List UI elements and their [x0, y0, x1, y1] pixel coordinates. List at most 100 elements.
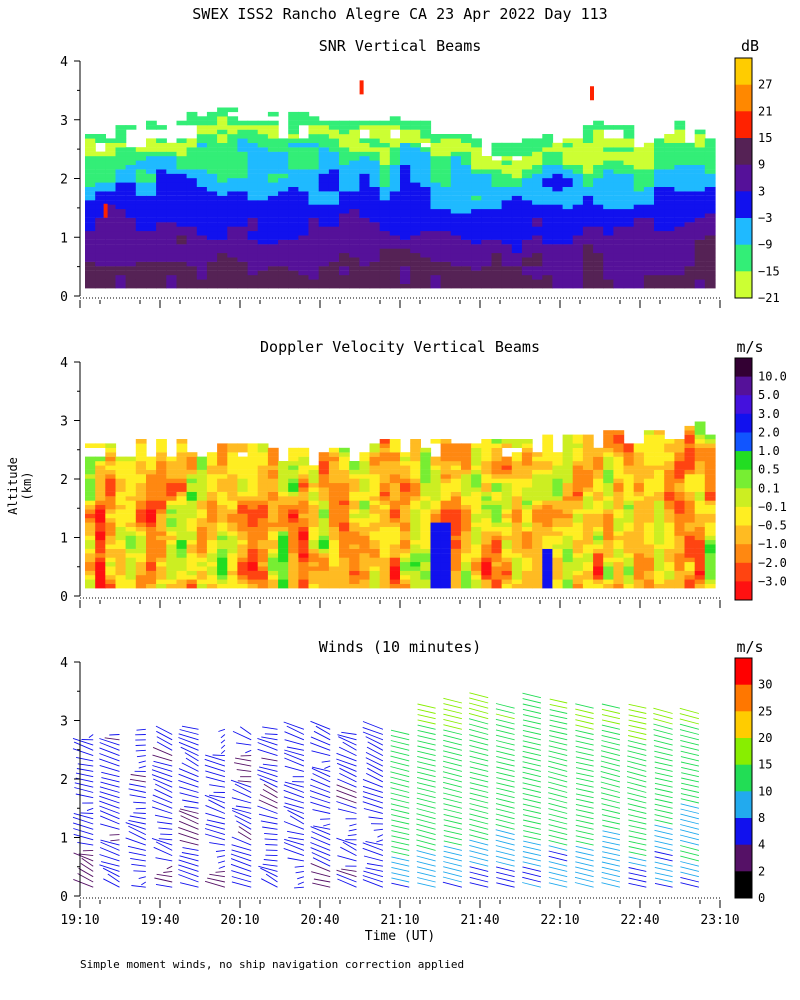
- snr-cell: [532, 147, 543, 152]
- snr-cell: [410, 217, 421, 223]
- wind-barb: [283, 789, 305, 799]
- snr-cell: [613, 142, 625, 148]
- doppler-cell: [369, 496, 381, 501]
- snr-cell: [196, 186, 208, 192]
- doppler-cell: [521, 504, 533, 510]
- snr-cell: [420, 178, 432, 183]
- snr-cell: [521, 239, 533, 245]
- doppler-cell: [664, 452, 675, 457]
- doppler-cell: [481, 575, 493, 580]
- snr-cell: [85, 173, 96, 179]
- snr-cell: [613, 156, 625, 161]
- snr-cell: [440, 142, 452, 148]
- doppler-cell: [115, 456, 127, 462]
- snr-cell: [471, 257, 482, 262]
- snr-cell: [308, 138, 320, 143]
- wind-barb: [522, 703, 542, 709]
- doppler-cell: [633, 531, 645, 536]
- wind-barb: [128, 830, 146, 841]
- wind-barb: [235, 805, 252, 809]
- snr-cell: [227, 129, 239, 135]
- snr-cell: [359, 279, 371, 284]
- snr-cell: [359, 182, 371, 187]
- wind-barb: [443, 803, 463, 809]
- doppler-cell: [430, 500, 442, 505]
- wind-barb: [602, 830, 620, 836]
- snr-cell: [206, 147, 218, 152]
- wind-barb: [469, 782, 489, 788]
- doppler-cell: [420, 478, 432, 484]
- snr-cell: [105, 222, 117, 227]
- snr-cell: [593, 279, 604, 284]
- snr-cell: [664, 213, 675, 218]
- snr-cell: [420, 239, 432, 245]
- doppler-cell: [379, 447, 391, 453]
- doppler-cell: [308, 513, 320, 519]
- snr-cell: [389, 186, 401, 192]
- snr-cell: [450, 191, 462, 196]
- snr-cell: [501, 191, 513, 196]
- snr-cell: [572, 283, 584, 289]
- snr-cell: [704, 151, 716, 157]
- doppler-cell: [85, 469, 96, 475]
- doppler-cell: [105, 583, 117, 589]
- doppler-cell: [186, 496, 198, 501]
- doppler-cell: [217, 487, 228, 492]
- doppler-cell: [95, 474, 106, 479]
- doppler-cell: [85, 461, 96, 466]
- wind-barb: [102, 867, 120, 878]
- snr-cell: [95, 222, 106, 227]
- doppler-cell: [95, 509, 106, 514]
- snr-cell: [674, 283, 686, 289]
- wind-barb: [548, 765, 568, 772]
- snr-cell: [420, 125, 432, 130]
- doppler-cell: [217, 443, 228, 448]
- snr-cell: [501, 248, 513, 254]
- doppler-cell: [146, 531, 157, 536]
- snr-cell: [704, 239, 716, 245]
- doppler-cell: [237, 548, 249, 554]
- snr-cell: [339, 156, 350, 161]
- doppler-cell: [400, 518, 411, 523]
- doppler-cell: [582, 478, 594, 484]
- snr-cell: [237, 142, 249, 148]
- snr-cell: [85, 213, 96, 218]
- doppler-cell: [206, 561, 218, 567]
- doppler-cell: [369, 513, 381, 519]
- doppler-cell: [217, 583, 228, 589]
- doppler-cell: [196, 474, 208, 479]
- snr-cell: [298, 111, 310, 117]
- wind-barb: [178, 820, 199, 830]
- snr-cell: [491, 257, 503, 262]
- snr-cell: [603, 200, 614, 205]
- snr-cell: [95, 173, 106, 179]
- doppler-cell: [450, 566, 462, 571]
- snr-cell: [542, 151, 554, 157]
- doppler-cell: [105, 478, 117, 484]
- doppler-cell: [288, 465, 299, 470]
- wind-barb: [362, 875, 384, 883]
- doppler-cell: [186, 461, 198, 466]
- doppler-cell: [257, 575, 269, 580]
- doppler-cell: [654, 583, 665, 589]
- doppler-cell: [135, 548, 147, 554]
- snr-cell: [461, 239, 472, 245]
- doppler-cell: [328, 544, 340, 549]
- snr-cell: [664, 169, 675, 174]
- doppler-cell: [511, 452, 523, 457]
- wind-barb: [152, 746, 173, 757]
- doppler-cell: [542, 491, 554, 497]
- wind-barb: [133, 812, 146, 814]
- doppler-cell: [501, 513, 513, 519]
- wind-barb: [178, 779, 199, 788]
- snr-cell: [491, 248, 503, 254]
- snr-cell: [552, 164, 564, 170]
- snr-cell: [85, 142, 96, 148]
- doppler-cell: [582, 557, 594, 563]
- doppler-cell: [156, 465, 167, 470]
- snr-cell: [298, 270, 310, 276]
- doppler-cell: [176, 566, 188, 571]
- snr-cell: [186, 195, 198, 201]
- wind-barb: [548, 755, 568, 762]
- doppler-cell: [511, 544, 523, 549]
